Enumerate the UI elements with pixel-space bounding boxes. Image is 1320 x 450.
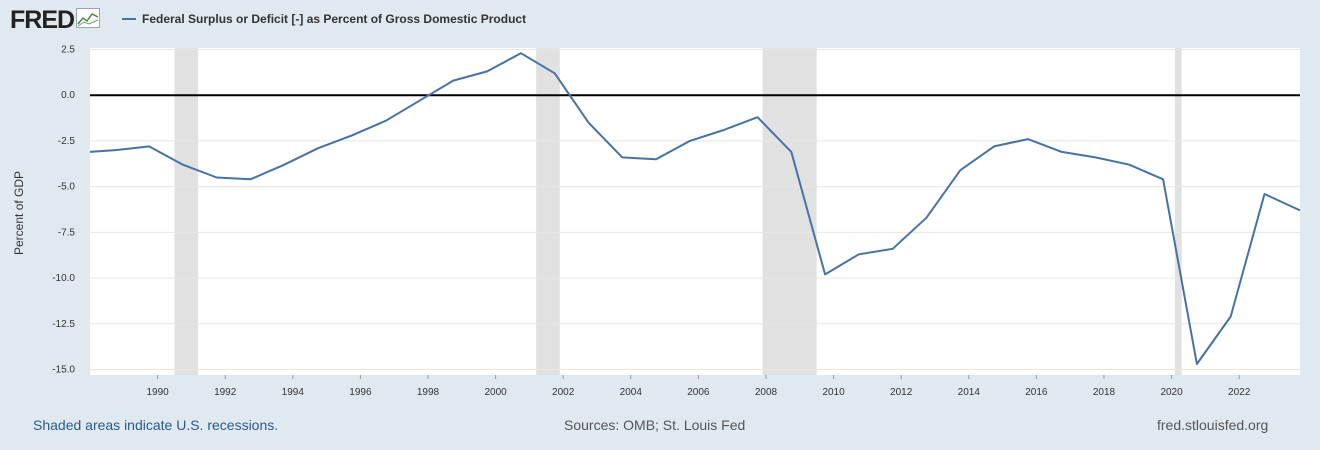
- y-tick-label: -10.0: [52, 273, 75, 284]
- x-tick-label: 1992: [214, 387, 237, 398]
- x-tick-label: 2006: [687, 387, 710, 398]
- x-tick-label: 2000: [484, 387, 507, 398]
- site-url[interactable]: fred.stlouisfed.org: [1157, 417, 1269, 433]
- grid-lines: [90, 49, 1300, 370]
- recession-band: [536, 48, 560, 375]
- x-tick-label: 2014: [958, 387, 981, 398]
- recession-band: [1174, 48, 1182, 375]
- recession-bands: [174, 48, 1182, 375]
- y-tick-label: -5.0: [58, 182, 76, 193]
- x-tick-label: 2020: [1160, 387, 1183, 398]
- fred-logo[interactable]: FRED: [10, 6, 101, 34]
- x-tick-label: 2018: [1093, 387, 1116, 398]
- y-tick-label: 0.0: [61, 90, 75, 101]
- x-tick-label: 1998: [417, 387, 440, 398]
- series-group: [89, 52, 1301, 365]
- x-tick-label: 1996: [349, 387, 372, 398]
- x-tick-labels: 1990 1992 1994 1996 1998 2000 2002 2004 2006 2008…: [146, 375, 1251, 398]
- recession-band: [174, 48, 199, 375]
- x-tick-label: 1990: [146, 387, 169, 398]
- y-tick-label: -12.5: [52, 319, 75, 330]
- line-graph-icon: [76, 7, 101, 33]
- y-tick-labels: 2.5 0.0 -2.5 -5.0 -7.5 -10.0 -12.5 -15.0: [52, 45, 75, 376]
- x-tick-label: 2004: [620, 387, 643, 398]
- x-tick-label: 2010: [822, 387, 845, 398]
- sources-text: Sources: OMB; St. Louis Fed: [564, 417, 746, 433]
- y-tick-label: -2.5: [58, 136, 76, 147]
- series-line: [89, 52, 1301, 365]
- x-tick-label: 2002: [552, 387, 575, 398]
- legend-label: Federal Surplus or Deficit [-] as Percen…: [142, 12, 527, 26]
- y-tick-label: 2.5: [61, 45, 75, 56]
- x-tick-label: 2016: [1025, 387, 1048, 398]
- legend-swatch: [122, 18, 136, 20]
- x-tick-label: 2012: [890, 387, 913, 398]
- logo-text: FRED: [10, 6, 75, 34]
- x-tick-label: 1994: [282, 387, 305, 398]
- recessions-note-link[interactable]: Shaded areas indicate U.S. recessions.: [33, 417, 279, 433]
- y-tick-label: -15.0: [52, 365, 75, 376]
- x-tick-label: 2022: [1228, 387, 1251, 398]
- chart-legend: Federal Surplus or Deficit [-] as Percen…: [122, 12, 526, 26]
- y-tick-label: -7.5: [58, 227, 76, 238]
- x-tick-label: 2008: [755, 387, 778, 398]
- plot-background: [90, 48, 1300, 375]
